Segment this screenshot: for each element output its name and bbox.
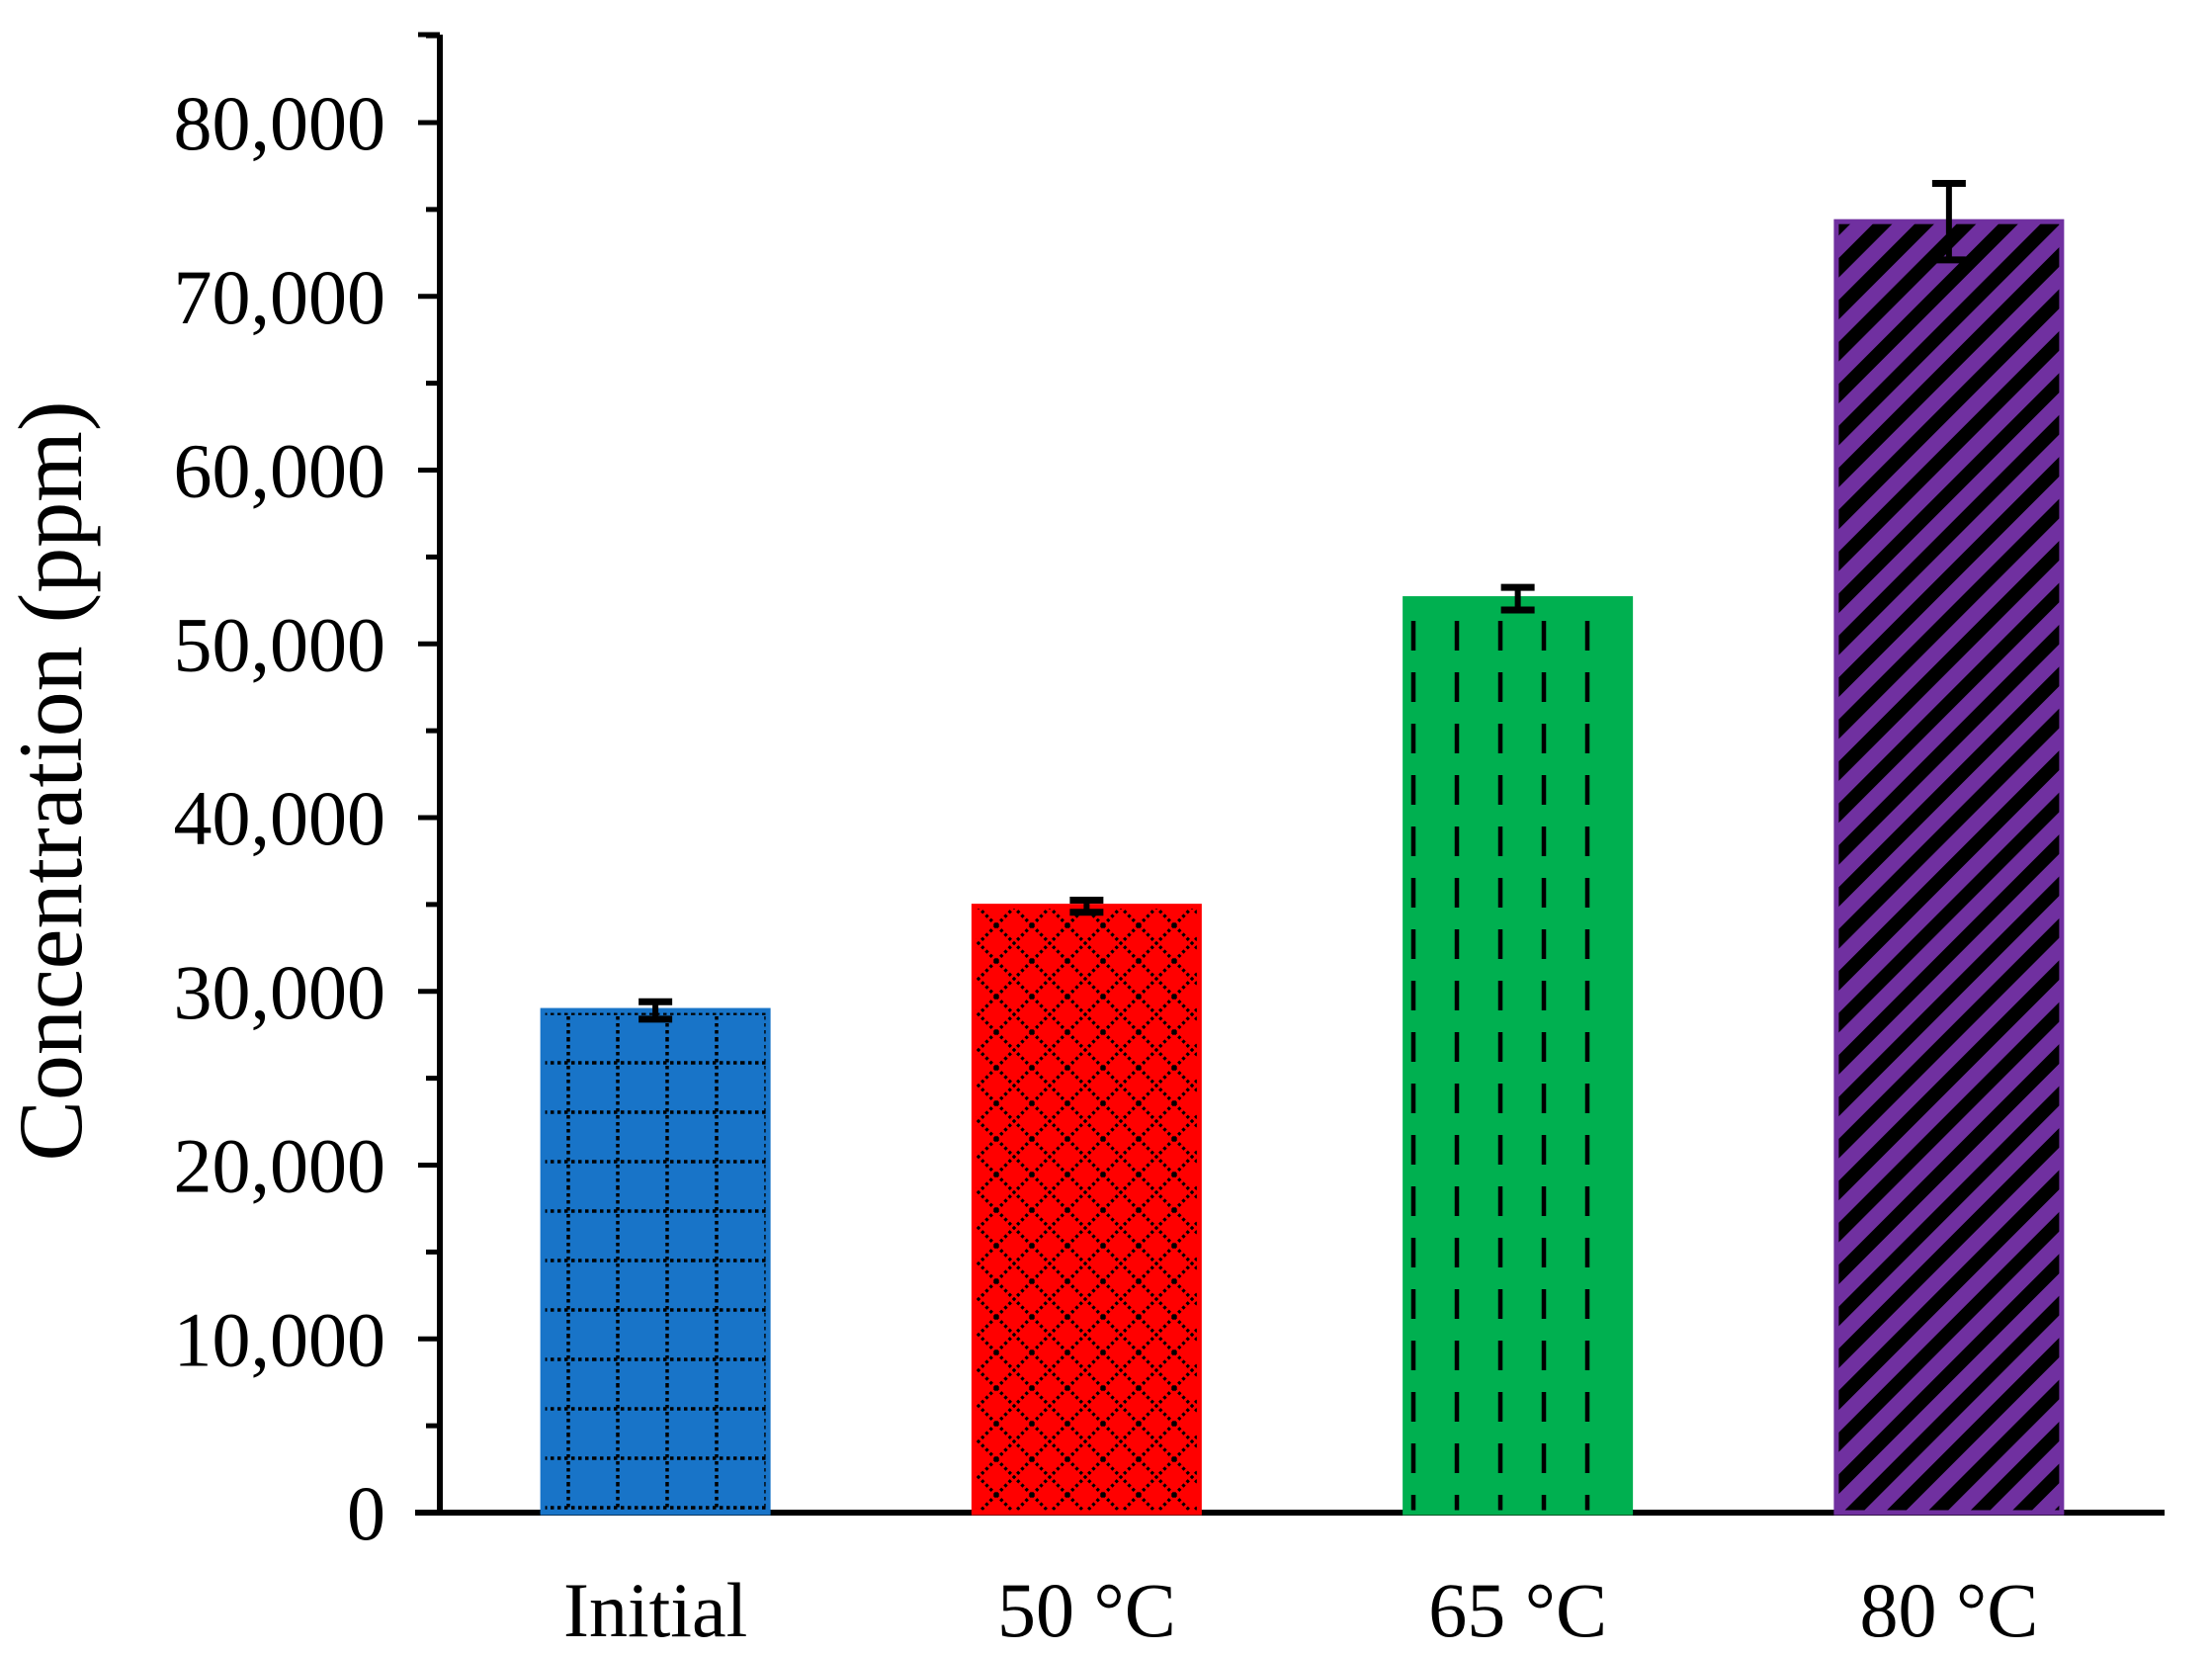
x-tick-labels: Initial 50 °C 65 °C 80 °C [563,1567,2038,1653]
bars [540,218,2065,1516]
bar-50c [971,904,1202,1516]
y-tick-label: 40,000 [174,775,386,861]
x-tick-label: Initial [563,1567,747,1653]
y-axis-title: Concentration (ppm) [0,400,101,1161]
y-tick-label: 0 [347,1470,385,1556]
y-tick-label: 70,000 [174,254,386,340]
bar-80c [1833,218,2065,1516]
y-axis [418,32,443,1516]
x-tick-label: 50 °C [997,1567,1176,1653]
error-bar [638,998,673,1023]
y-tick-labels: 0 10,000 20,000 30,000 40,000 50,000 60,000 70,… [174,80,386,1556]
y-tick-label: 20,000 [174,1123,386,1209]
x-tick-label: 80 °C [1860,1567,2039,1653]
bar-65c [1403,596,1634,1516]
y-tick-label: 80,000 [174,80,386,166]
error-bar [1500,583,1535,614]
error-bars [638,180,1966,1023]
y-tick-label: 60,000 [174,428,386,514]
y-tick-label: 30,000 [174,949,386,1035]
x-tick-label: 65 °C [1428,1567,1607,1653]
bar-initial [540,1007,771,1516]
y-tick-label: 10,000 [174,1296,386,1382]
error-bar [1931,180,1966,264]
error-bar [1069,896,1104,916]
y-tick-label: 50,000 [174,601,386,687]
